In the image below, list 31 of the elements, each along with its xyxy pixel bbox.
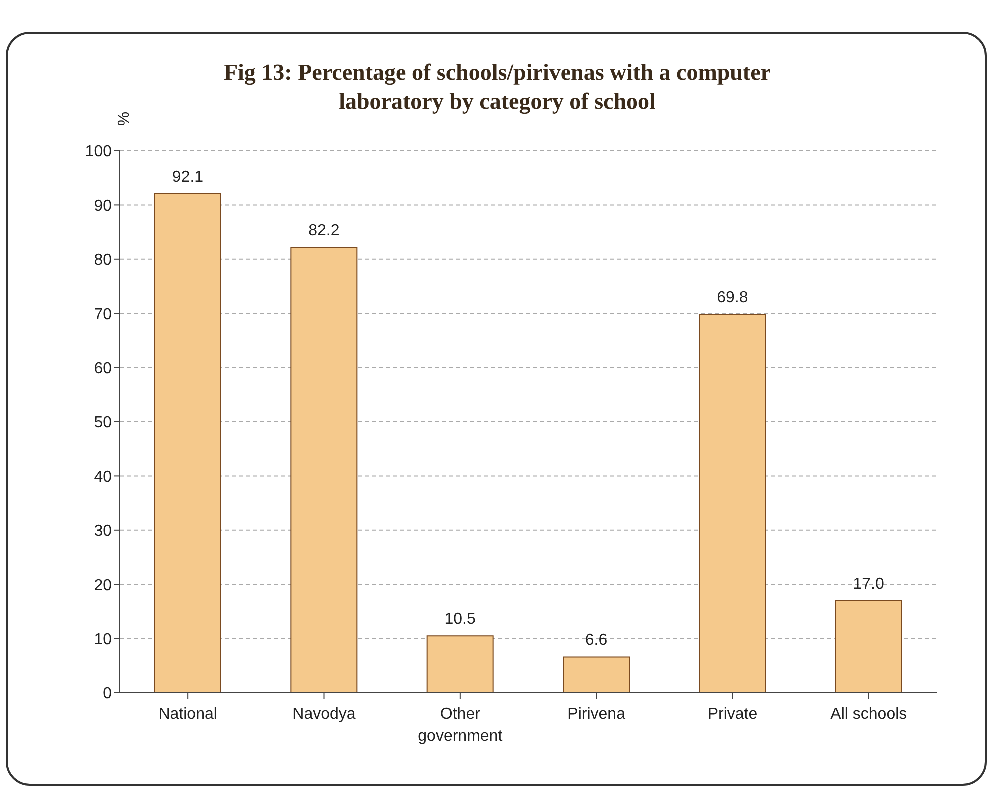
y-tick-label: 50 <box>94 414 112 432</box>
x-tick-label: National <box>158 706 218 723</box>
data-label: 10.5 <box>444 611 476 628</box>
bar <box>563 656 630 693</box>
x-tick-label: Private <box>708 706 758 723</box>
bar <box>835 600 902 693</box>
y-tick-label: 20 <box>94 577 112 594</box>
x-tick-label: Navodya <box>292 706 356 723</box>
bar <box>154 193 222 693</box>
y-tick-label: 0 <box>103 686 112 703</box>
x-tick-label: All schools <box>830 706 908 723</box>
data-label: 6.6 <box>585 632 608 650</box>
y-tick-label: 90 <box>94 198 112 215</box>
y-axis-title: % <box>116 112 134 126</box>
bar <box>426 636 494 693</box>
y-tick-label: 80 <box>94 252 112 270</box>
y-tick-label: 30 <box>94 523 112 540</box>
y-tick-label: 100 <box>85 144 112 161</box>
data-label: 17.0 <box>853 576 885 593</box>
bar <box>290 246 358 693</box>
data-label: 92.1 <box>172 168 204 186</box>
bar <box>699 314 766 693</box>
y-tick-label: 60 <box>94 360 112 378</box>
x-tick-label: Other government <box>418 706 504 745</box>
x-tick-label: Pirivena <box>568 706 626 723</box>
data-label: 69.8 <box>717 290 748 307</box>
y-tick-label: 10 <box>94 631 112 648</box>
data-label: 82.2 <box>308 222 340 240</box>
y-tick-label: 40 <box>94 468 112 486</box>
y-tick-label: 70 <box>94 306 112 324</box>
chart-title: Fig 13: Percentage of schools/pirivenas with a computer laboratory by category of school <box>222 59 772 116</box>
